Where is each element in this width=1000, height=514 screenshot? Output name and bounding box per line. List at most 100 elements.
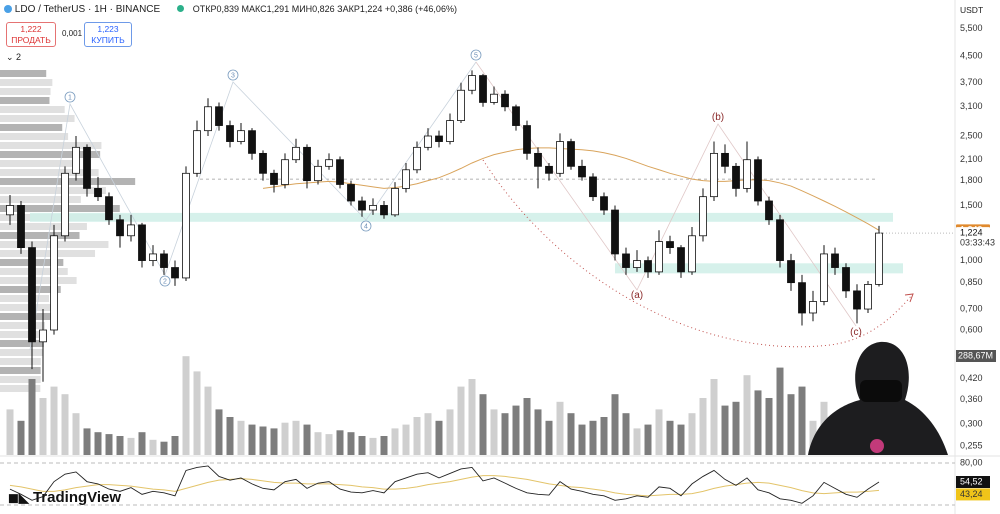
volume-bar xyxy=(248,424,256,455)
candle-body xyxy=(358,200,366,211)
volume-bar xyxy=(61,394,69,455)
volume-profile-bar xyxy=(0,376,41,383)
volume-bar xyxy=(336,430,344,455)
volume-label: 288,67M xyxy=(958,350,993,360)
volume-bar xyxy=(105,434,113,455)
candle-body xyxy=(501,93,509,108)
brand-icon: ◼◣ xyxy=(8,490,29,505)
volume-label-box xyxy=(956,350,996,362)
candle-body xyxy=(710,152,718,198)
symbol[interactable]: LDO / TetherUS · 1H · BINANCE xyxy=(14,4,161,15)
volume-bar xyxy=(413,417,421,455)
y-tick-label: 3,700 xyxy=(960,77,983,87)
volume-bar xyxy=(732,401,740,455)
volume-bar xyxy=(127,437,135,455)
volume-bar xyxy=(325,434,333,455)
volume-bar xyxy=(754,390,762,455)
candle-body xyxy=(39,329,47,343)
rsi-ma-last-box xyxy=(956,488,990,501)
volume-profile-bar xyxy=(0,385,41,392)
brand-logo: ◼◣ TradingView xyxy=(8,489,121,506)
volume-bar xyxy=(644,424,652,455)
candle-body xyxy=(94,188,102,198)
candle-body xyxy=(699,196,707,237)
volume-profile-bar xyxy=(0,367,41,374)
volume-bar xyxy=(358,436,366,455)
wave-line xyxy=(475,61,857,327)
y-tick-label: 1,800 xyxy=(960,175,983,185)
candle-body xyxy=(765,200,773,221)
candle-body xyxy=(413,146,421,171)
buy-label: КУПИТЬ xyxy=(91,35,125,45)
volume-bar xyxy=(633,428,641,455)
volume-profile-bar xyxy=(0,196,81,203)
volume-bar xyxy=(17,420,25,455)
volume-bar xyxy=(160,441,168,455)
volume-bar xyxy=(116,436,124,455)
candle-body xyxy=(160,253,168,268)
sell-price: 1,222 xyxy=(20,24,42,34)
volume-bar xyxy=(402,424,410,455)
candle-body xyxy=(688,235,696,273)
candle-body xyxy=(512,106,520,126)
candle-body xyxy=(622,253,630,268)
y-tick-label: 1,500 xyxy=(960,200,983,210)
candle-body xyxy=(567,141,575,167)
volume-bar xyxy=(435,420,443,455)
volume-bar xyxy=(589,420,597,455)
volume-profile-bar xyxy=(0,151,101,158)
volume-profile-bar xyxy=(0,205,120,212)
volume-bar xyxy=(182,356,190,455)
symbol-icon xyxy=(4,5,12,13)
volume-bar xyxy=(622,413,630,455)
candle-body xyxy=(721,152,729,167)
indicators-count: 2 xyxy=(16,52,22,62)
candle-body xyxy=(6,205,14,216)
candle-body xyxy=(655,241,663,273)
candle-body xyxy=(754,159,762,202)
wave-label: (b) xyxy=(712,112,724,123)
y-tick-label: 0,700 xyxy=(960,303,983,313)
candle-body xyxy=(226,125,234,142)
candle-body xyxy=(193,130,201,174)
buy-button[interactable]: 1,223 КУПИТЬ xyxy=(84,22,132,47)
volume-profile-bar xyxy=(0,331,43,338)
candle-body xyxy=(644,260,652,273)
candle-body xyxy=(149,253,157,261)
volume-bar xyxy=(600,417,608,455)
rsi-last-label: 54,52 xyxy=(960,476,983,486)
candle-body xyxy=(182,172,190,279)
volume-bar xyxy=(369,437,377,455)
volume-profile-bar xyxy=(0,115,75,122)
volume-profile-bar xyxy=(0,277,77,284)
last-price-label-box xyxy=(956,227,990,240)
sell-label: ПРОДАТЬ xyxy=(11,35,51,45)
volume-profile-bar xyxy=(0,97,50,104)
candle-body xyxy=(490,93,498,103)
wave-label: (c) xyxy=(850,327,862,338)
volume-profile-bar xyxy=(0,223,87,230)
volume-bar xyxy=(534,409,542,455)
candle-body xyxy=(369,205,377,211)
candle-body xyxy=(611,209,619,255)
candle-body xyxy=(666,241,674,249)
y-tick-label: 2,100 xyxy=(960,154,983,164)
rsi-ma-last-label: 43,24 xyxy=(960,489,983,499)
volume-bar xyxy=(523,398,531,455)
last-price-label: 1,224 xyxy=(960,227,983,237)
candle-body xyxy=(479,75,487,103)
volume-bar xyxy=(743,375,751,455)
candle-body xyxy=(83,146,91,189)
volume-profile-bar xyxy=(0,124,63,131)
candle-body xyxy=(248,130,256,154)
currency[interactable]: USDT xyxy=(960,5,984,15)
candle-body xyxy=(677,247,685,273)
candle-body xyxy=(798,282,806,314)
indicators-toggle[interactable]: ⌄ 2 xyxy=(6,52,22,62)
sell-button[interactable]: 1,222 ПРОДАТЬ xyxy=(6,22,56,47)
candle-body xyxy=(116,219,124,237)
volume-bar xyxy=(787,394,795,455)
projection-arc xyxy=(482,159,913,348)
volume-profile-bar xyxy=(0,88,51,95)
candle-body xyxy=(270,172,278,185)
